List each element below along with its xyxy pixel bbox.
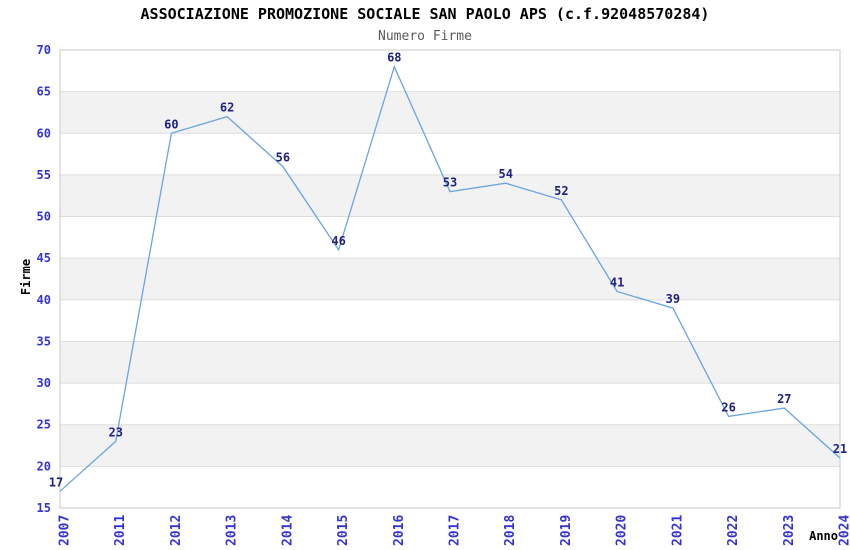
x-tick-label: 2018 [503, 515, 518, 546]
x-tick-label: 2021 [670, 515, 685, 546]
series-line [59, 64, 841, 492]
value-label: 46 [331, 234, 345, 248]
plot-band [60, 258, 840, 300]
y-tick-label: 65 [37, 85, 51, 99]
x-tick-label: 2014 [280, 515, 295, 546]
x-tick-label: 2019 [559, 515, 574, 546]
x-tick-label: 2022 [726, 515, 741, 546]
value-label: 62 [220, 101, 234, 115]
x-tick-label: 2020 [615, 515, 630, 546]
x-tick-label: 2017 [448, 515, 463, 546]
value-label: 41 [610, 276, 624, 290]
y-tick-label: 35 [37, 335, 51, 349]
value-label: 54 [498, 167, 512, 181]
y-axis-title: Firme [19, 259, 33, 295]
x-tick-label: 2013 [225, 515, 240, 546]
x-tick-label: 2012 [169, 515, 184, 546]
value-label: 52 [554, 184, 568, 198]
value-label: 56 [276, 151, 290, 165]
x-tick-label: 2023 [782, 515, 797, 546]
value-label: 53 [443, 176, 457, 190]
plot-band [60, 91, 840, 134]
y-tick-label: 30 [37, 376, 51, 390]
x-tick-label: 2007 [58, 515, 73, 546]
y-tick-label: 40 [37, 293, 51, 307]
plot-band [60, 216, 840, 259]
value-label: 27 [777, 392, 791, 406]
plot-band [60, 299, 840, 342]
plot-band [60, 383, 840, 425]
y-tick-label: 25 [37, 418, 51, 432]
plot-band [60, 466, 840, 508]
chart-title: ASSOCIAZIONE PROMOZIONE SOCIALE SAN PAOL… [141, 5, 710, 23]
x-tick-label: 2024 [838, 515, 850, 546]
plot-band [60, 424, 840, 467]
x-tick-label: 2015 [336, 515, 351, 546]
value-label: 26 [721, 400, 735, 414]
x-tick-label: 2016 [392, 515, 407, 546]
y-tick-label: 50 [37, 210, 51, 224]
plot-band [60, 133, 840, 175]
value-label: 17 [49, 475, 63, 489]
value-label: 68 [387, 51, 401, 65]
value-labels: 17 23 60 62 56 46 68 53 54 52 41 39 26 27 21 [49, 51, 847, 490]
value-label: 21 [833, 442, 847, 456]
chart-subtitle: Numero Firme [378, 29, 472, 44]
plot-border [59, 49, 841, 509]
value-label: 60 [164, 117, 178, 131]
y-tick-label: 45 [37, 251, 51, 265]
value-label: 23 [108, 425, 122, 439]
y-tick-label: 15 [37, 501, 51, 515]
x-axis-tick-labels: 2007 2011 2012 2013 2014 2015 2016 2017 2018 2019… [58, 515, 850, 546]
plot-band [60, 341, 840, 384]
y-tick-label: 55 [37, 168, 51, 182]
x-tick-label: 2011 [113, 515, 128, 546]
plot-band [60, 174, 840, 217]
y-tick-label: 70 [37, 43, 51, 57]
plot-bands [60, 50, 840, 508]
plot-band [60, 50, 840, 92]
x-axis-title: Anno [809, 529, 838, 543]
y-axis-tick-labels: 15 20 25 30 35 40 45 50 55 60 65 70 [37, 43, 51, 515]
value-label: 39 [666, 292, 680, 306]
y-tick-label: 60 [37, 126, 51, 140]
y-tick-label: 20 [37, 459, 51, 473]
